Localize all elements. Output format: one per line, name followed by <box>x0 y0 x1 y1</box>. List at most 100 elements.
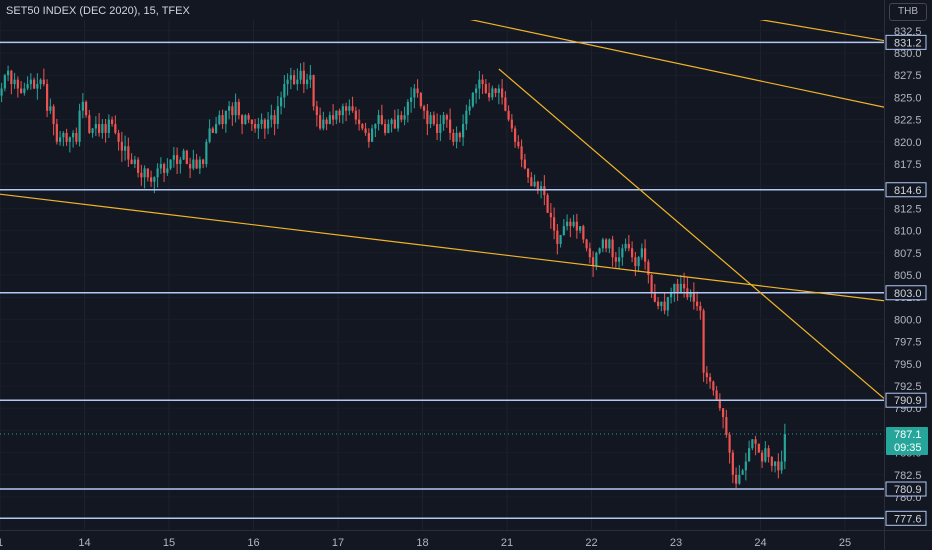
candle-body <box>783 433 786 462</box>
candle-body <box>52 106 55 125</box>
candle-body <box>302 70 305 85</box>
y-tick-label: 805.0 <box>894 270 922 282</box>
candle-body <box>319 115 322 129</box>
candle-body <box>192 159 195 169</box>
candle-body <box>146 168 149 178</box>
candle-body <box>3 75 6 89</box>
candle-body <box>156 168 159 178</box>
chart-title: SET50 INDEX (DEC 2020), 15, TFEX <box>6 5 190 17</box>
candle-body <box>185 150 188 164</box>
candle-body <box>588 248 591 258</box>
x-tick-label: 25 <box>839 537 851 549</box>
currency-button[interactable]: THB <box>889 3 927 21</box>
candle-body <box>449 119 452 133</box>
candle-body <box>598 248 601 253</box>
candle-body <box>176 155 179 164</box>
candle-body <box>276 106 279 125</box>
trend-line <box>0 193 884 302</box>
candle-body <box>735 474 738 484</box>
candle-body <box>312 75 315 107</box>
candle-body <box>315 106 318 116</box>
candle-body <box>608 239 611 249</box>
candle-body <box>676 283 679 293</box>
candle-body <box>322 119 325 129</box>
candle-body <box>254 124 257 129</box>
candle-body <box>631 248 634 258</box>
candle-body <box>510 119 513 129</box>
candle-body <box>484 84 487 93</box>
candle-body <box>117 132 120 142</box>
candle-body <box>497 88 500 93</box>
trend-line <box>469 20 884 108</box>
candle-body <box>436 124 439 133</box>
candle-body <box>406 101 409 116</box>
candle-body <box>601 239 604 249</box>
candle-body <box>280 97 283 107</box>
candle-body <box>309 75 312 80</box>
candle-body <box>332 115 335 120</box>
candle-body <box>124 146 127 151</box>
candle-body <box>384 124 387 133</box>
candle-body <box>270 115 273 120</box>
candle-body <box>595 252 598 267</box>
candle-body <box>237 101 240 116</box>
candle-body <box>653 292 656 302</box>
candle-body <box>419 92 422 107</box>
candle-body <box>358 119 361 125</box>
candle-body <box>439 124 442 133</box>
candle-body <box>367 132 370 142</box>
candle-body <box>426 110 429 125</box>
candle-body <box>247 115 250 120</box>
candle-body <box>471 92 474 107</box>
candle-body <box>13 79 16 85</box>
candle-body <box>348 106 351 111</box>
candle-body <box>640 248 643 258</box>
level-price-label: 780.9 <box>894 484 922 496</box>
candle-body <box>211 128 214 133</box>
candle-body <box>660 301 663 307</box>
candle-body <box>198 159 201 169</box>
candle-body <box>647 261 650 275</box>
candle-body <box>380 115 383 125</box>
x-tick-label: 1 <box>0 537 3 549</box>
candle-body <box>172 155 175 160</box>
candle-body <box>718 399 721 409</box>
candle-body <box>91 128 94 133</box>
candle-body <box>299 70 302 80</box>
candle-body <box>413 88 416 98</box>
level-price-tag <box>885 182 927 198</box>
candle-body <box>621 248 624 258</box>
candle-body <box>536 181 539 191</box>
candle-body <box>475 88 478 93</box>
candle-body <box>10 70 13 85</box>
candle-body <box>364 128 367 133</box>
candle-body <box>202 159 205 164</box>
candle-body <box>94 124 97 129</box>
candle-body <box>553 217 556 231</box>
candle-body <box>26 84 29 89</box>
candle-body <box>432 115 435 125</box>
candle-body <box>517 141 520 147</box>
candle-body <box>692 292 695 302</box>
candle-body <box>224 110 227 125</box>
candle-body <box>770 457 773 466</box>
candle-body <box>725 417 728 435</box>
candle-body <box>712 381 715 391</box>
candle-body <box>559 235 562 244</box>
candle-body <box>283 84 286 98</box>
y-tick-label: 812.5 <box>894 203 922 215</box>
candle-body <box>501 88 504 98</box>
candle-body <box>748 448 751 462</box>
candle-body <box>163 164 166 173</box>
candle-body <box>696 301 699 307</box>
candle-body <box>514 128 517 142</box>
level-price-tag <box>885 34 927 50</box>
candle-body <box>289 75 292 80</box>
candle-body <box>286 79 289 85</box>
candle-body <box>569 221 572 227</box>
candle-body <box>523 159 526 169</box>
candle-body <box>679 283 682 293</box>
candle-body <box>72 132 75 138</box>
candle-body <box>445 115 448 120</box>
